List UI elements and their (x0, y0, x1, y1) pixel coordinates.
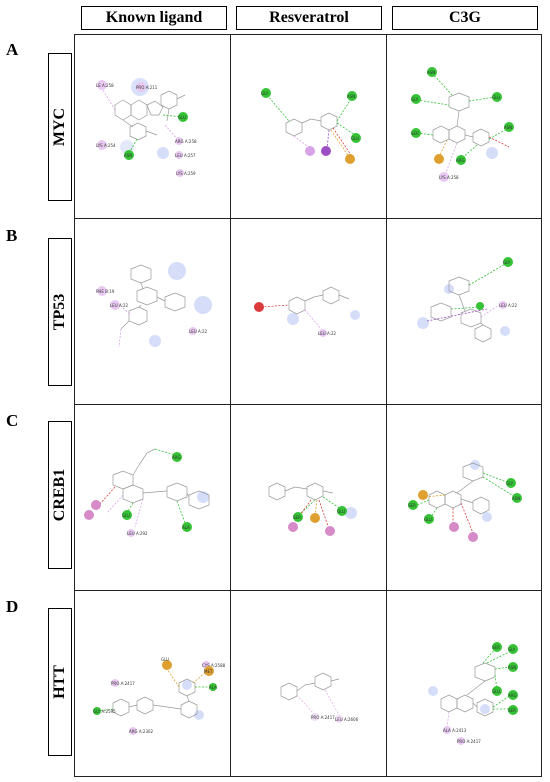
svg-text:GLY: GLY (411, 97, 419, 102)
row-label-text: TP53 (51, 293, 68, 331)
svg-text:LEU A:22: LEU A:22 (499, 303, 518, 308)
svg-text:ASN: ASN (508, 665, 516, 670)
svg-text:GLU: GLU (351, 136, 359, 141)
diagram-creb1-c3g: GLY ASN SER GLU (387, 405, 542, 590)
svg-text:LEU A:22: LEU A:22 (318, 331, 337, 336)
svg-text:LYS A:259: LYS A:259 (176, 171, 196, 176)
svg-text:LEU A:257: LEU A:257 (175, 153, 196, 158)
diagram-tp53-known-ligand: PHE B:19 LEU A:22 LEU A:22 (75, 219, 230, 404)
svg-text:GLY: GLY (261, 91, 269, 96)
svg-text:PRO A:211: PRO A:211 (136, 85, 158, 90)
svg-text:SER: SER (508, 708, 516, 713)
svg-text:GLY A:2595: GLY A:2595 (93, 709, 116, 714)
svg-text:GLY: GLY (503, 260, 511, 265)
svg-text:GLU: GLU (178, 115, 186, 120)
svg-text:PRO A:2417: PRO A:2417 (311, 715, 335, 720)
svg-text:GLU: GLU (424, 517, 432, 522)
diagram-htt-c3g: SER GLY ASN GLU ARG SER ALA A:2413 PRO A… (387, 591, 542, 776)
row-label-htt: HTT (48, 608, 72, 756)
diagram-tp53-resveratrol: LEU A:22 (231, 219, 386, 404)
svg-text:ALA: ALA (209, 685, 217, 690)
svg-text:PRO A:2417: PRO A:2417 (457, 739, 481, 744)
svg-text:MET: MET (204, 669, 213, 674)
svg-text:ARG A:2302: ARG A:2302 (129, 729, 154, 734)
svg-text:LYS A:254: LYS A:254 (96, 143, 116, 148)
svg-text:ALA: ALA (182, 525, 190, 530)
svg-text:SER: SER (408, 503, 416, 508)
grid-divider (230, 34, 231, 777)
svg-text:ALA A:2413: ALA A:2413 (443, 728, 467, 733)
svg-text:PRO A:2417: PRO A:2417 (111, 681, 135, 686)
svg-text:ASN: ASN (427, 70, 435, 75)
panel-letter-b: B (6, 226, 18, 245)
diagram-tp53-c3g: GLY LEU A:22 (387, 219, 542, 404)
svg-text:ARG: ARG (508, 693, 517, 698)
svg-text:LEU A:292: LEU A:292 (127, 531, 148, 536)
svg-text:LEU A:22: LEU A:22 (189, 329, 208, 334)
panel-letter-d: D (6, 597, 19, 616)
column-header-label: Known ligand (105, 9, 203, 26)
svg-text:ARG: ARG (172, 455, 181, 460)
row-label-text: MYC (51, 107, 68, 147)
svg-text:PHE B:19: PHE B:19 (96, 289, 115, 294)
diagram-htt-known-ligand: GLU CYS A:2588 MET ALA PRO A:2417 GLY A:… (75, 591, 230, 776)
svg-text:ASN: ASN (512, 496, 520, 501)
svg-text:ARG A:258: ARG A:258 (175, 139, 197, 144)
grid-divider (74, 590, 542, 591)
diagram-creb1-known-ligand: ARG GLU ALA LEU A:292 (75, 405, 230, 590)
svg-text:ARG: ARG (456, 158, 465, 163)
panel-grid (74, 34, 542, 777)
diagram-myc-c3g: ASN GLY GLU SER ASN ARG LYS A:258 (387, 35, 542, 218)
svg-text:ASN: ASN (504, 125, 512, 130)
row-label-creb1: CREB1 (48, 421, 72, 569)
column-header-known-ligand: Known ligand (81, 6, 227, 30)
svg-text:GLU: GLU (492, 95, 500, 100)
panel-letter-a: A (6, 40, 19, 59)
svg-text:SER: SER (492, 645, 500, 650)
row-label-tp53: TP53 (48, 238, 72, 386)
svg-text:GLY: GLY (506, 481, 514, 486)
svg-text:GLU: GLU (122, 513, 130, 518)
column-header-resveratrol: Resveratrol (236, 6, 382, 30)
svg-text:LEU A:2606: LEU A:2606 (335, 717, 359, 722)
svg-text:ASN: ASN (347, 94, 355, 99)
svg-text:CYS A:2588: CYS A:2588 (202, 663, 226, 668)
grid-divider (74, 218, 542, 219)
row-label-text: CREB1 (51, 468, 68, 522)
grid-divider (386, 34, 387, 777)
diagram-creb1-resveratrol: SER GLU (231, 405, 386, 590)
panel-letter-c: C (6, 411, 19, 430)
diagram-htt-resveratrol: PRO A:2417 LEU A:2606 (231, 591, 386, 776)
svg-text:LYS A:258: LYS A:258 (439, 175, 459, 180)
svg-text:LEU A:22: LEU A:22 (110, 303, 129, 308)
column-header-label: C3G (449, 9, 481, 26)
diagram-myc-resveratrol: GLY ASN GLU (231, 35, 386, 218)
svg-text:GLY: GLY (508, 647, 516, 652)
svg-text:GLU: GLU (492, 689, 500, 694)
column-header-c3g: C3G (392, 6, 538, 30)
row-label-myc: MYC (48, 53, 72, 201)
svg-text:SER: SER (411, 131, 419, 136)
svg-text:GLU: GLU (337, 509, 345, 514)
column-header-label: Resveratrol (269, 9, 349, 26)
svg-text:SER: SER (293, 515, 301, 520)
diagram-myc-known-ligand: LE A:258 PRO A:211 GLU ASN LYS A:254 ARG… (75, 35, 230, 218)
svg-text:GLU: GLU (161, 657, 169, 662)
svg-text:LE A:258: LE A:258 (96, 83, 114, 88)
svg-text:ASN: ASN (124, 153, 132, 158)
row-label-text: HTT (51, 665, 68, 699)
grid-divider (74, 404, 542, 405)
